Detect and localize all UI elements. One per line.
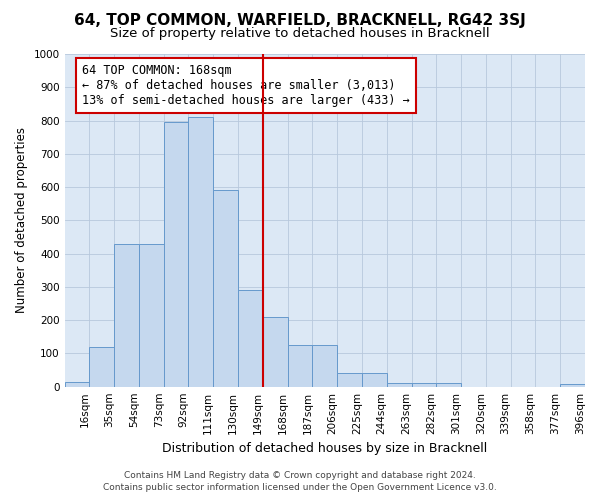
Text: Contains HM Land Registry data © Crown copyright and database right 2024.
Contai: Contains HM Land Registry data © Crown c… — [103, 471, 497, 492]
Bar — [412, 382, 436, 386]
Y-axis label: Number of detached properties: Number of detached properties — [15, 128, 28, 314]
Bar — [387, 382, 412, 386]
Text: 64, TOP COMMON, WARFIELD, BRACKNELL, RG42 3SJ: 64, TOP COMMON, WARFIELD, BRACKNELL, RG4… — [74, 12, 526, 28]
Bar — [287, 345, 313, 387]
Text: 64 TOP COMMON: 168sqm
← 87% of detached houses are smaller (3,013)
13% of semi-d: 64 TOP COMMON: 168sqm ← 87% of detached … — [82, 64, 410, 107]
Text: Size of property relative to detached houses in Bracknell: Size of property relative to detached ho… — [110, 28, 490, 40]
Bar — [164, 122, 188, 386]
Bar — [89, 347, 114, 387]
Bar — [114, 244, 139, 386]
Bar — [238, 290, 263, 386]
Bar — [263, 317, 287, 386]
Bar — [139, 244, 164, 386]
Bar — [337, 374, 362, 386]
Bar — [436, 384, 461, 386]
Bar — [188, 117, 213, 386]
Bar — [362, 374, 387, 386]
Bar — [65, 382, 89, 386]
X-axis label: Distribution of detached houses by size in Bracknell: Distribution of detached houses by size … — [162, 442, 487, 455]
Bar — [213, 190, 238, 386]
Bar — [313, 345, 337, 387]
Bar — [560, 384, 585, 386]
